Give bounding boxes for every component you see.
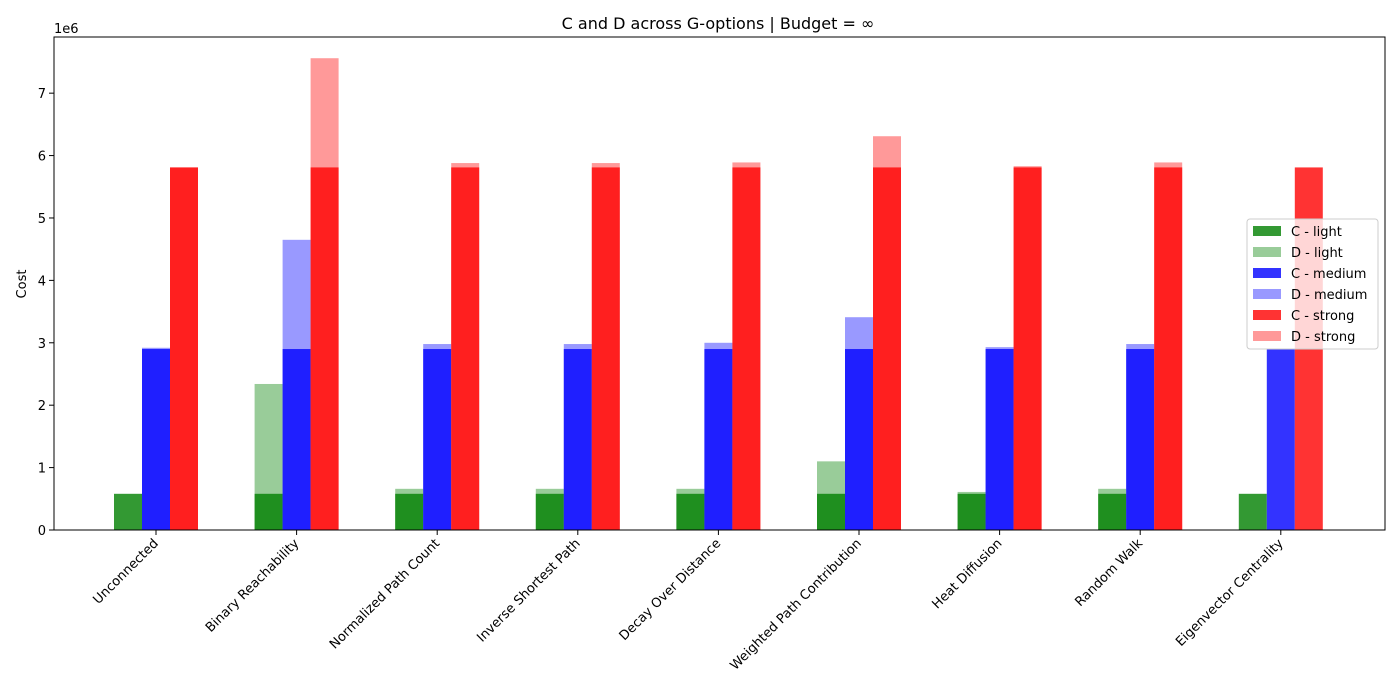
bar-c-light <box>114 493 142 530</box>
bar-c-medium <box>142 349 170 530</box>
y-tick-label: 0 <box>38 524 46 539</box>
bar-c-light <box>535 493 564 530</box>
y-tick-label: 2 <box>38 399 46 414</box>
legend-swatch <box>1253 310 1281 320</box>
bar-c-light <box>254 493 283 530</box>
y-tick-label: 6 <box>38 150 46 165</box>
y-tick-label: 5 <box>38 212 46 227</box>
legend-label: D - strong <box>1291 330 1355 345</box>
legend-swatch <box>1253 268 1281 278</box>
bar-c-strong <box>310 167 339 530</box>
bar-c-medium <box>282 349 311 530</box>
legend-swatch <box>1253 331 1281 341</box>
legend-label: C - medium <box>1291 267 1366 282</box>
legend-swatch <box>1253 289 1281 299</box>
legend-label: D - light <box>1291 246 1343 261</box>
bar-c-medium <box>985 349 1014 530</box>
bar-c-strong <box>873 167 901 530</box>
bar-c-strong <box>1013 167 1042 530</box>
legend: C - light D - light C - medium D - medium C … <box>1246 218 1379 350</box>
bar-c-light <box>395 493 424 530</box>
bar-c-strong <box>170 167 198 530</box>
bar-c-light <box>817 493 845 530</box>
y-axis-label: Cost <box>15 270 30 299</box>
bar-c-strong <box>451 167 480 530</box>
y-tick-label: 1 <box>38 462 46 477</box>
bar-c-strong <box>1154 167 1183 530</box>
x-tick-label: Unconnected <box>91 536 162 607</box>
bar-c-strong <box>591 167 620 530</box>
legend-swatch <box>1253 247 1281 257</box>
bar-c-light <box>957 493 986 530</box>
chart-title: C and D across G-options | Budget = ∞ <box>562 14 875 33</box>
legend-swatch <box>1253 226 1281 236</box>
bar-c-strong <box>732 167 761 530</box>
x-tick-label: Weighted Path Contribution <box>728 536 865 673</box>
legend-label: D - medium <box>1291 288 1367 303</box>
x-axis: Unconnected Binary Reachability Normalized… <box>91 530 1287 673</box>
y-axis: 0 1 2 3 4 5 6 7 <box>38 87 54 539</box>
y-tick-label: 3 <box>38 337 46 352</box>
bar-c-light <box>1238 493 1267 530</box>
bar-c-medium <box>423 349 452 530</box>
x-tick-label: Binary Reachability <box>203 536 303 636</box>
y-offset-label: 1e6 <box>54 22 79 37</box>
legend-label: C - strong <box>1291 309 1354 324</box>
plot-frame <box>53 36 1386 531</box>
x-tick-label: Inverse Shortest Path <box>474 536 583 645</box>
bar-c-light <box>1098 493 1127 530</box>
x-tick-label: Decay Over Distance <box>617 536 725 644</box>
bar-c-medium <box>563 349 592 530</box>
bar-c-medium <box>704 349 733 530</box>
bar-c-medium <box>845 349 873 530</box>
x-tick-label: Random Walk <box>1072 536 1146 610</box>
x-tick-label: Heat Diffusion <box>930 536 1006 612</box>
bar-c-medium <box>1266 349 1295 530</box>
y-tick-label: 4 <box>38 274 46 289</box>
legend-label: C - light <box>1291 225 1342 240</box>
x-tick-label: Normalized Path Count <box>327 536 443 652</box>
bar-c-light <box>676 493 705 530</box>
y-tick-label: 7 <box>38 87 46 102</box>
x-tick-label: Eigenvector Centrality <box>1173 536 1287 650</box>
bar-c-medium <box>1126 349 1155 530</box>
bars-layer <box>114 58 1323 531</box>
